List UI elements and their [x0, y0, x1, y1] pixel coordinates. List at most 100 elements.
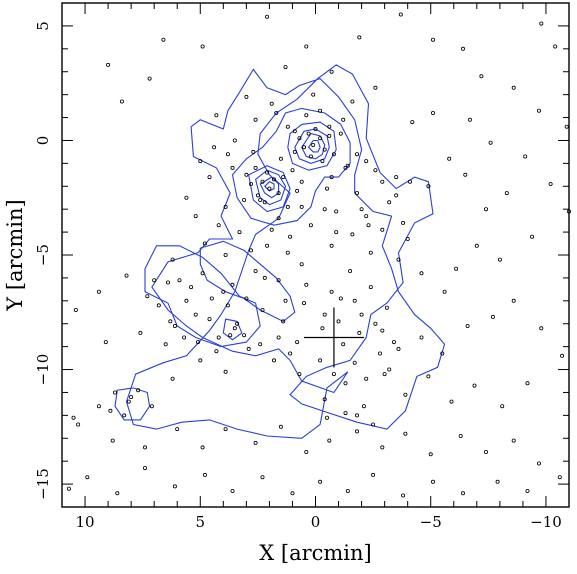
- galaxy-point: [500, 404, 505, 409]
- galaxy-point: [301, 301, 306, 306]
- galaxy-point: [292, 149, 297, 154]
- galaxy-point: [401, 493, 406, 498]
- galaxy-point: [276, 335, 281, 340]
- galaxy-point: [396, 257, 401, 262]
- galaxy-point: [373, 168, 378, 173]
- galaxy-point: [212, 145, 217, 150]
- galaxy-point: [253, 440, 258, 445]
- galaxy-point: [401, 220, 406, 225]
- galaxy-point: [299, 262, 304, 267]
- galaxy-point: [366, 223, 371, 228]
- galaxy-point: [380, 445, 385, 450]
- y-axis-label: Y [arcmin]: [3, 199, 27, 311]
- galaxy-point: [271, 177, 276, 182]
- galaxy-point: [96, 289, 101, 294]
- y-tick-label: −10: [34, 354, 52, 386]
- galaxy-point: [343, 411, 348, 416]
- galaxy-point: [313, 127, 318, 132]
- galaxy-point: [488, 140, 493, 145]
- plot-frame: [61, 2, 570, 508]
- galaxy-point: [364, 214, 369, 219]
- galaxy-point: [387, 200, 392, 205]
- galaxy-point: [170, 376, 175, 381]
- galaxy-point: [242, 333, 247, 338]
- galaxy-point: [304, 449, 309, 454]
- galaxy-point: [260, 307, 265, 312]
- contour-outer-main: [125, 64, 446, 439]
- galaxy-point: [299, 204, 304, 209]
- galaxy-point: [152, 278, 157, 283]
- galaxy-point: [223, 427, 228, 432]
- galaxy-point: [244, 94, 249, 99]
- galaxy-point: [297, 372, 302, 377]
- galaxy-point: [283, 65, 288, 70]
- galaxy-point: [281, 319, 286, 324]
- galaxy-point: [228, 333, 233, 338]
- y-tick-label: 0: [34, 136, 52, 146]
- galaxy-point: [145, 294, 150, 299]
- x-tick-label: −10: [530, 513, 562, 531]
- galaxy-point: [278, 156, 283, 161]
- galaxy-point: [202, 241, 207, 246]
- galaxy-point: [288, 234, 293, 239]
- galaxy-point: [172, 323, 177, 328]
- galaxy-point: [295, 188, 300, 193]
- galaxy-point: [511, 298, 516, 303]
- galaxy-point: [246, 346, 251, 351]
- galaxy-point: [338, 131, 343, 136]
- contour-small-low: [222, 318, 243, 341]
- galaxy-point: [237, 230, 242, 235]
- galaxy-point: [308, 223, 313, 228]
- galaxy-point: [343, 165, 348, 170]
- galaxy-point: [428, 452, 433, 457]
- galaxy-point: [253, 165, 258, 170]
- galaxy-point: [195, 340, 200, 345]
- galaxy-point: [364, 159, 369, 164]
- galaxy-point: [380, 227, 385, 232]
- galaxy-point: [299, 179, 304, 184]
- galaxy-point: [276, 191, 281, 196]
- galaxy-point: [265, 243, 270, 248]
- galaxy-point: [214, 113, 219, 118]
- galaxy-point: [525, 488, 530, 493]
- galaxy-point: [336, 319, 341, 324]
- galaxy-point: [537, 108, 542, 113]
- galaxy-point: [405, 236, 410, 241]
- galaxy-point: [394, 193, 399, 198]
- galaxy-point: [223, 204, 228, 209]
- galaxy-point: [357, 35, 362, 40]
- galaxy-point: [119, 99, 124, 104]
- galaxy-point: [352, 360, 357, 365]
- galaxy-point: [322, 312, 327, 317]
- galaxy-point: [265, 170, 270, 175]
- galaxy-point: [419, 271, 424, 276]
- galaxy-point: [244, 296, 249, 301]
- x-tick-label: 0: [311, 513, 321, 531]
- x-tick-labels: 10 5 0 −5 −10: [75, 513, 561, 531]
- galaxy-point: [138, 330, 143, 335]
- galaxy-point: [327, 438, 332, 443]
- y-tick-label: 5: [34, 21, 52, 31]
- galaxy-point: [271, 358, 276, 363]
- galaxy-point: [410, 120, 415, 125]
- galaxy-point: [202, 472, 207, 477]
- galaxy-point: [267, 186, 272, 191]
- y-tick-label: −15: [34, 468, 52, 500]
- contour-small-far-left: [114, 387, 151, 421]
- galaxy-point: [483, 207, 488, 212]
- galaxy-point: [258, 197, 263, 202]
- galaxy-point: [334, 230, 339, 235]
- galaxy-point: [248, 181, 253, 186]
- galaxy-point: [318, 108, 323, 113]
- galaxy-point: [396, 346, 401, 351]
- galaxy-point: [384, 305, 389, 310]
- galaxy-point: [460, 491, 465, 496]
- galaxy-point: [283, 298, 288, 303]
- galaxy-point: [382, 372, 387, 377]
- galaxy-point: [304, 113, 309, 118]
- galaxy-point: [126, 399, 131, 404]
- galaxy-point: [320, 326, 325, 331]
- galaxy-point: [430, 111, 435, 116]
- galaxy-point: [260, 475, 265, 480]
- galaxy-point: [497, 257, 502, 262]
